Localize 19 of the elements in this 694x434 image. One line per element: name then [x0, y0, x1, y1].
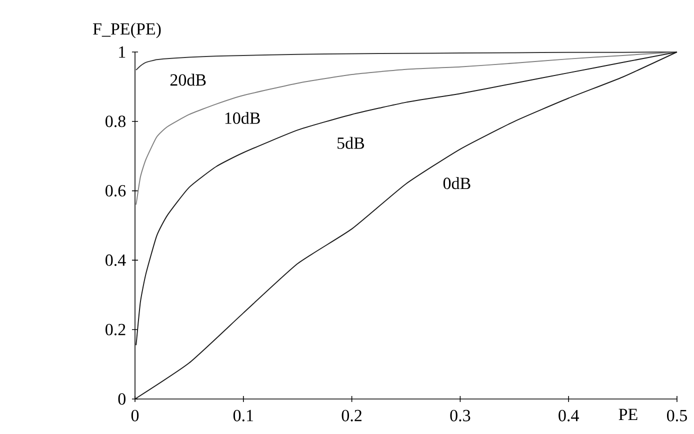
x-tick-label: 0.4 [558, 410, 579, 422]
x-tick-label: 0.2 [342, 410, 362, 422]
x-tick-label: 0.3 [450, 410, 470, 422]
series-label: 0dB [443, 177, 470, 190]
y-tick-label: 0.2 [106, 324, 126, 336]
y-axis-title: F_PE(PE) [93, 22, 161, 38]
y-tick-label: 0.6 [106, 185, 126, 197]
series-label: 10dB [225, 112, 260, 124]
x-axis-title: PE [618, 408, 638, 420]
y-tick-label: 0.4 [106, 254, 126, 266]
x-tick-label: 0.5 [667, 410, 687, 422]
series-label: 5dB [338, 136, 364, 149]
x-tick-label: 0 [131, 410, 139, 422]
series-label: 20dB [170, 74, 206, 86]
y-tick-label: 1 [119, 46, 126, 58]
y-tick-label: 0 [118, 393, 126, 405]
y-tick-label: 0.8 [106, 116, 126, 128]
line-series [136, 51, 678, 206]
x-tick-label: 0.1 [233, 410, 254, 422]
